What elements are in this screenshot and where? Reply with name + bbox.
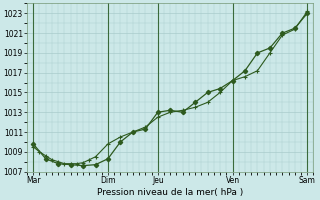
X-axis label: Pression niveau de la mer( hPa ): Pression niveau de la mer( hPa ): [97, 188, 244, 197]
